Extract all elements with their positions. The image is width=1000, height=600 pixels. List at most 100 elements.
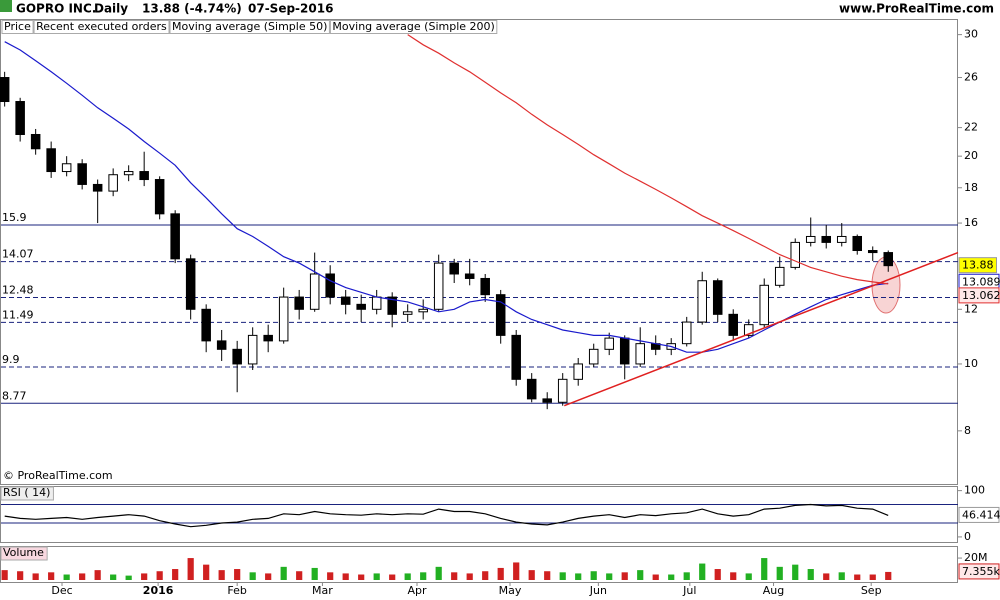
volume-bar [249,572,256,580]
volume-bar [203,564,210,580]
volume-bar [606,573,613,580]
candle-body [836,235,847,243]
y-tick-label: 8 [964,424,971,437]
legend-price: Price [4,20,31,33]
candle-body [46,148,56,173]
volume-bar [94,570,101,580]
value-tag-box [958,257,997,274]
y-tick-label: 100 [964,484,985,497]
volume-bar [63,574,70,580]
candle-body [557,378,568,403]
volume-bar [559,572,566,580]
candle-body [588,348,599,365]
volume-bar [389,574,396,580]
logo [0,0,12,12]
volume-bar [838,572,845,580]
volume-bar [807,569,814,580]
volume-bar [342,573,349,580]
candle-body [15,101,25,135]
candle-body [139,171,149,181]
candles [0,71,894,410]
volume-bar [745,573,752,580]
candle-body [402,311,413,315]
volume-bar [327,572,334,580]
volume-bar [451,572,458,580]
volume-bar [823,573,830,580]
value-tag: 13.88 [962,259,994,272]
level-label: 15.9 [2,211,27,224]
volume-bar [621,572,628,580]
candle-body [635,343,645,365]
volume-bar [869,574,876,580]
value-tag: 13.062 [962,289,1000,302]
candle-body [697,280,707,323]
candle-body [790,241,800,268]
level-label: 8.77 [2,389,27,402]
x-tick-label: May [499,584,522,597]
candle-body [61,163,72,173]
legend-entry: Moving average (Simple 200) [332,20,494,33]
candle-body [418,308,428,313]
volume-bar [234,569,241,580]
candle-body [480,277,490,296]
legend-orders-box [33,20,170,34]
volume-bar [668,574,675,580]
y-tick-label: 26 [964,71,978,84]
candle-body [573,363,583,380]
candle-body [464,273,475,279]
volume-bar [590,571,597,580]
volume-panel [0,546,958,583]
x-tick-label: Jun [589,584,607,597]
candle-body [309,273,320,310]
candle-body [759,284,769,326]
volume-bar [187,558,194,580]
x-tick-label: 2016 [143,584,174,597]
volume-bar [218,570,225,580]
candle-body [712,280,723,315]
candle-body [216,340,227,350]
volume-bar [373,573,380,580]
candle-body [883,252,894,267]
legend-entry-box [329,20,498,34]
symbol: GOPRO INC. [16,2,96,16]
candle-body [526,378,537,400]
candle-body [30,133,41,150]
candle-body [743,324,754,336]
x-tick-label: Jul [682,584,696,597]
volume-bar [358,574,365,580]
value-tag: 7.355k [962,565,1000,578]
volume-bar [482,571,489,580]
moving-average [4,41,889,353]
candle-body [263,334,273,342]
y-tick-label: 10 [964,357,978,370]
candle-body [77,163,87,185]
candle-body [201,308,211,342]
y-tick-label: 12 [964,302,978,315]
candle-body [433,262,444,310]
panel-title: Volume [3,546,44,559]
candle-body [325,273,335,298]
volume-bar [466,573,473,580]
candle-body [247,334,258,365]
volume-bar [730,572,737,580]
rsi-line [4,503,889,528]
volume-bar [125,575,132,580]
value-tag-box [958,563,1000,580]
candle-body [340,296,351,305]
volume-bar [32,573,39,580]
candle-body [821,235,831,243]
candle-body [0,77,10,103]
y-tick-label: 20M [964,551,988,564]
candle-body [619,337,630,365]
value-tag-box [958,506,1000,523]
volume-bar [575,573,582,580]
trendline [563,251,959,407]
legend-entry-box [169,20,330,34]
volume-bar [683,572,690,580]
candle-body [511,334,521,380]
y-tick-label: 30 [964,28,978,41]
y-tick-label: 16 [964,216,978,229]
y-tick-label: 0 [964,530,971,543]
candle-body [681,321,692,345]
